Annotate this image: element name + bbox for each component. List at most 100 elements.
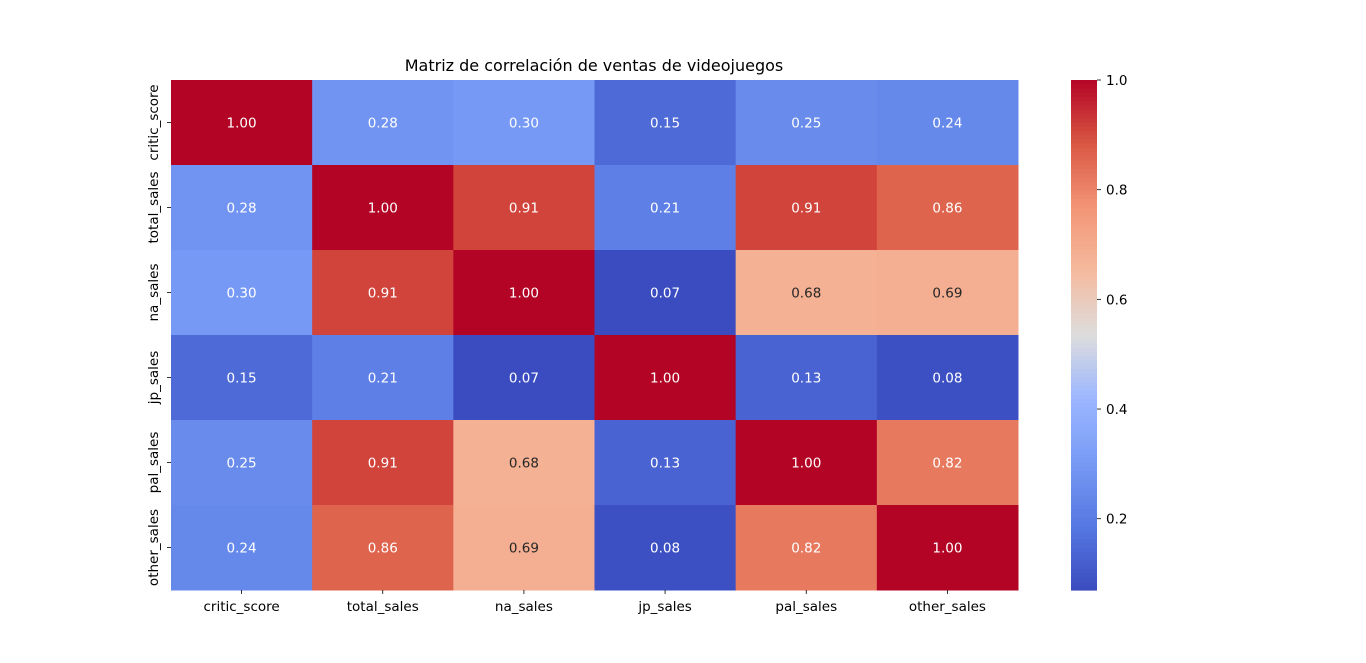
cell-value-label: 0.86 (932, 201, 962, 217)
heatmap-cell (171, 420, 313, 506)
colorbar-segment (1071, 369, 1097, 374)
cell-value-label: 0.91 (368, 286, 398, 302)
heatmap-cells (171, 80, 1019, 591)
colorbar-segment (1071, 326, 1097, 332)
heatmap-cell (312, 250, 454, 336)
colorbar-segment (1071, 441, 1097, 447)
colorbar-segment (1071, 211, 1097, 217)
heatmap-cell (312, 420, 454, 506)
colorbar-segment (1071, 148, 1097, 153)
colorbar-segment (1071, 564, 1097, 570)
colorbar-segment (1071, 556, 1097, 561)
heatmap-cell (171, 250, 313, 336)
colorbar-segment (1071, 415, 1097, 421)
cell-value-label: 0.07 (509, 371, 539, 387)
colorbar-segment (1071, 364, 1097, 370)
colorbar-segment (1071, 203, 1097, 209)
colorbar-segment (1071, 296, 1097, 302)
colorbar-segment (1071, 471, 1097, 476)
colorbar-segment (1071, 216, 1097, 221)
cell-value-label: 1.00 (932, 541, 962, 557)
colorbar-segment (1071, 194, 1097, 200)
colorbar-segment (1071, 424, 1097, 430)
colorbar-segment (1071, 313, 1097, 319)
colorbar-segment (1071, 135, 1097, 141)
cell-value-label: 0.86 (368, 541, 398, 557)
cell-value-label: 0.25 (227, 456, 257, 472)
cell-value-label: 0.82 (791, 541, 821, 557)
colorbar-segment (1071, 466, 1097, 472)
colorbar-segment (1071, 479, 1097, 485)
heatmap-cell (594, 420, 737, 506)
colorbar-segment (1071, 284, 1097, 289)
x-tick-label: na_sales (495, 599, 553, 615)
colorbar-segment (1071, 445, 1097, 451)
colorbar-segment (1071, 454, 1097, 459)
heatmap-cell (876, 335, 1019, 421)
colorbar-segment (1071, 411, 1097, 417)
colorbar-segment (1071, 279, 1097, 285)
cell-value-label: 1.00 (368, 201, 398, 217)
heatmap-cell (594, 80, 737, 166)
colorbar-segment (1071, 568, 1097, 574)
y-tick-label: critic_score (146, 84, 162, 160)
cell-value-label: 0.13 (650, 456, 680, 472)
cell-value-label: 0.28 (227, 201, 257, 217)
heatmap-cell (876, 80, 1019, 166)
colorbar-segment (1071, 109, 1097, 115)
colorbar-segment (1071, 492, 1097, 498)
heatmap-cell (453, 505, 595, 591)
colorbar-segment (1071, 420, 1097, 425)
colorbar-segment (1071, 373, 1097, 379)
colorbar-segment (1071, 403, 1097, 408)
colorbar-segment (1071, 118, 1097, 124)
chart-title: Matriz de correlación de ventas de video… (405, 56, 783, 75)
colorbar-segment (1071, 496, 1097, 502)
colorbar-tick-label: 0.8 (1106, 183, 1127, 199)
cell-value-label: 1.00 (227, 116, 257, 132)
cell-value-label: 0.15 (227, 371, 257, 387)
colorbar-segment (1071, 339, 1097, 345)
colorbar-segment (1071, 585, 1097, 591)
colorbar-segment (1071, 143, 1097, 149)
cell-value-label: 0.24 (932, 116, 962, 132)
colorbar-segment (1071, 182, 1097, 187)
colorbar-tick-label: 1.0 (1106, 73, 1127, 89)
colorbar-segment (1071, 449, 1097, 455)
heatmap-cell (735, 250, 878, 336)
colorbar-segment (1071, 122, 1097, 128)
colorbar-segment (1071, 539, 1097, 544)
heatmap-cell (453, 420, 595, 506)
colorbar-segment (1071, 126, 1097, 132)
colorbar-segment (1071, 173, 1097, 179)
colorbar-segment (1071, 97, 1097, 102)
colorbar-segment (1071, 547, 1097, 553)
cell-value-label: 0.68 (791, 286, 821, 302)
heatmap-cell (594, 250, 737, 336)
heatmap-cell (171, 80, 313, 166)
heatmap-cell (735, 505, 878, 591)
colorbar-segment (1071, 207, 1097, 213)
cell-value-label: 0.13 (791, 371, 821, 387)
colorbar-segment (1071, 475, 1097, 481)
colorbar-segment (1071, 488, 1097, 493)
colorbar-segment (1071, 483, 1097, 489)
colorbar-segment (1071, 360, 1097, 366)
x-tick-label: critic_score (203, 599, 279, 615)
heatmap-cell (735, 80, 878, 166)
colorbar-segment (1071, 330, 1097, 336)
heatmap-cell (876, 250, 1019, 336)
heatmap-cell (453, 165, 595, 251)
colorbar-segment (1071, 305, 1097, 311)
heatmap-cell (594, 505, 737, 591)
y-tick-label: pal_sales (146, 432, 162, 494)
heatmap-cell (453, 335, 595, 421)
x-tick-label: other_sales (909, 599, 986, 615)
colorbar-segment (1071, 551, 1097, 557)
colorbar-segment (1071, 241, 1097, 247)
colorbar-segment (1071, 458, 1097, 464)
heatmap-cell (735, 165, 878, 251)
colorbar-segment (1071, 80, 1097, 85)
colorbar-segment (1071, 131, 1097, 136)
